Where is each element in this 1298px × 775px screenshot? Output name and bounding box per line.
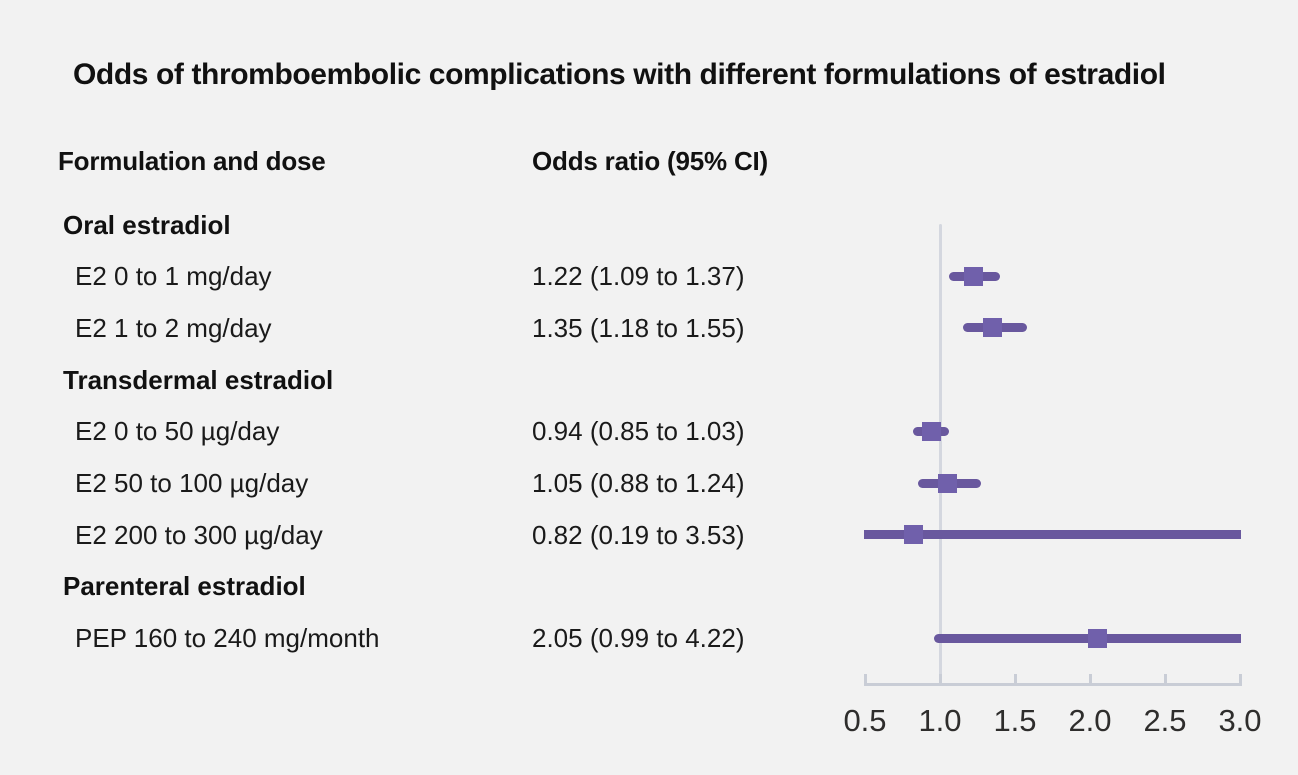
confidence-interval-line [864, 530, 1241, 540]
point-estimate-marker [903, 525, 923, 545]
x-axis-tick-label: 2.5 [1143, 703, 1187, 738]
row-label: E2 0 to 50 µg/day [75, 416, 280, 447]
row-label: E2 0 to 1 mg/day [75, 261, 272, 292]
row-label: E2 200 to 300 µg/day [75, 519, 323, 550]
x-axis-tick [938, 674, 942, 683]
row-label: E2 50 to 100 µg/day [75, 468, 309, 498]
row-label: PEP 160 to 240 mg/month [75, 623, 380, 654]
x-axis-tick [1238, 674, 1242, 683]
group-label: Transdermal estradiol [63, 364, 334, 395]
row-odds-ratio-value: 2.05 (0.99 to 4.22) [532, 623, 745, 654]
row-odds-ratio-value: 1.35 (1.18 to 1.55) [532, 312, 745, 343]
x-axis-line [863, 683, 1242, 686]
x-axis-tick-label: 1.5 [993, 703, 1037, 738]
reference-line [938, 224, 942, 685]
point-estimate-marker [983, 318, 1002, 338]
column-header-odds-ratio: Odds ratio (95% CI) [532, 146, 769, 176]
x-axis-tick [1013, 674, 1017, 683]
x-axis-tick [1163, 674, 1167, 683]
x-axis-tick [863, 674, 867, 683]
x-axis-tick-label: 0.5 [843, 703, 887, 738]
chart-title: Odds of thromboembolic complications wit… [73, 58, 1166, 91]
row-odds-ratio-value: 1.22 (1.09 to 1.37) [532, 261, 745, 292]
row-odds-ratio-value: 1.05 (0.88 to 1.24) [532, 468, 745, 498]
point-estimate-marker [938, 473, 957, 493]
point-estimate-marker [921, 421, 941, 441]
x-axis-tick-label: 1.0 [918, 703, 962, 738]
x-axis-tick-label: 2.0 [1068, 703, 1112, 738]
x-axis-tick [1088, 674, 1092, 683]
confidence-interval-line [934, 633, 1241, 643]
x-axis-tick-label: 3.0 [1218, 703, 1262, 738]
column-header-formulation: Formulation and dose [58, 146, 326, 176]
point-estimate-marker [963, 266, 983, 286]
group-label: Oral estradiol [63, 209, 231, 240]
row-label: E2 1 to 2 mg/day [75, 312, 272, 343]
point-estimate-marker [1088, 628, 1107, 648]
row-odds-ratio-value: 0.94 (0.85 to 1.03) [532, 416, 745, 447]
row-odds-ratio-value: 0.82 (0.19 to 3.53) [532, 519, 745, 550]
group-label: Parenteral estradiol [63, 571, 306, 602]
